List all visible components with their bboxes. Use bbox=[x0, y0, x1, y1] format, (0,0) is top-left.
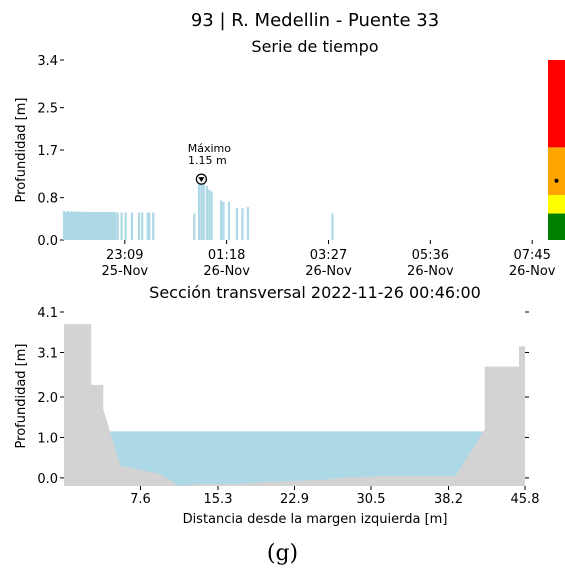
xtick-label: 26-Nov bbox=[407, 264, 454, 279]
figure-suptitle: 93 | R. Medellin - Puente 33 bbox=[191, 10, 439, 31]
ytick-label: 3.4 bbox=[37, 54, 58, 69]
xtick-label: 01:18 bbox=[208, 248, 245, 263]
depth-bar bbox=[130, 212, 134, 240]
depth-bar bbox=[197, 184, 201, 240]
xtick-label: 7.6 bbox=[130, 492, 151, 507]
depth-bar bbox=[235, 208, 239, 240]
depth-bar bbox=[227, 201, 231, 240]
depth-bar bbox=[208, 189, 211, 240]
ytick-label: 2.0 bbox=[37, 391, 58, 406]
depth-bar bbox=[200, 179, 203, 240]
xtick-label: 26-Nov bbox=[509, 264, 556, 279]
max-annotation-value: 1.15 m bbox=[188, 154, 227, 167]
figure-canvas: 93 | R. Medellin - Puente 33 Serie de ti… bbox=[14, 10, 565, 527]
depth-bar bbox=[137, 212, 141, 240]
depth-bar bbox=[148, 212, 151, 240]
current-level-dot bbox=[554, 178, 559, 183]
timeseries-ylabel: Profundidad [m] bbox=[14, 98, 29, 203]
depth-bar bbox=[331, 213, 334, 240]
depth-bar bbox=[124, 212, 127, 240]
timeseries-title: Serie de tiempo bbox=[251, 37, 378, 56]
alert-level bbox=[548, 213, 565, 240]
cross-section-title: Sección transversal 2022-11-26 00:46:00 bbox=[149, 283, 481, 302]
timeseries-chart: Serie de tiempo Profundidad [m] 0.0 0.8 1.… bbox=[14, 37, 565, 279]
depth-bar bbox=[146, 212, 149, 240]
xtick-label: 38.2 bbox=[434, 492, 463, 507]
cross-section-xlabel: Distancia desde la margen izquierda [m] bbox=[183, 512, 448, 527]
figure-caption: (g) bbox=[266, 541, 299, 566]
alert-level bbox=[548, 60, 565, 148]
max-annotation-label: Máximo bbox=[188, 142, 232, 155]
cross-section-ylabel: Profundidad [m] bbox=[14, 344, 29, 449]
ytick-label: 0.0 bbox=[37, 234, 58, 249]
ytick-label: 2.5 bbox=[37, 102, 58, 117]
depth-bar bbox=[246, 207, 250, 240]
depth-bar bbox=[120, 212, 123, 240]
depth-bar bbox=[205, 186, 209, 240]
depth-bar bbox=[202, 181, 205, 240]
ytick-label: 0.0 bbox=[37, 472, 58, 487]
xtick-label: 23:09 bbox=[106, 248, 143, 263]
ytick-label: 1.0 bbox=[37, 431, 58, 446]
alert-level bbox=[548, 147, 565, 195]
xtick-label: 05:36 bbox=[412, 248, 449, 263]
depth-bar bbox=[152, 212, 155, 240]
depth-bar bbox=[193, 213, 196, 240]
xtick-label: 07:45 bbox=[513, 248, 550, 263]
ytick-label: 3.1 bbox=[37, 346, 58, 361]
depth-bar bbox=[220, 200, 223, 240]
cross-section-chart: Sección transversal 2022-11-26 00:46:00 … bbox=[14, 283, 539, 527]
xtick-label: 26-Nov bbox=[203, 264, 250, 279]
xtick-label: 25-Nov bbox=[101, 264, 148, 279]
xtick-label: 15.3 bbox=[204, 492, 233, 507]
xtick-label: 45.8 bbox=[511, 492, 540, 507]
ytick-label: 0.8 bbox=[37, 192, 58, 207]
depth-bar bbox=[241, 208, 244, 240]
xtick-label: 22.9 bbox=[280, 492, 309, 507]
xtick-label: 26-Nov bbox=[305, 264, 352, 279]
xtick-label: 30.5 bbox=[357, 492, 386, 507]
max-marker-arrow bbox=[198, 177, 205, 183]
ytick-label: 4.1 bbox=[37, 306, 58, 321]
depth-bar bbox=[210, 191, 213, 240]
depth-bar bbox=[64, 211, 116, 240]
ground-profile bbox=[64, 324, 525, 486]
depth-bar bbox=[116, 212, 119, 240]
depth-bar bbox=[222, 201, 225, 240]
alert-level bbox=[548, 195, 565, 214]
depth-bar bbox=[141, 212, 144, 240]
ytick-label: 1.7 bbox=[37, 144, 58, 159]
xtick-label: 03:27 bbox=[310, 248, 347, 263]
